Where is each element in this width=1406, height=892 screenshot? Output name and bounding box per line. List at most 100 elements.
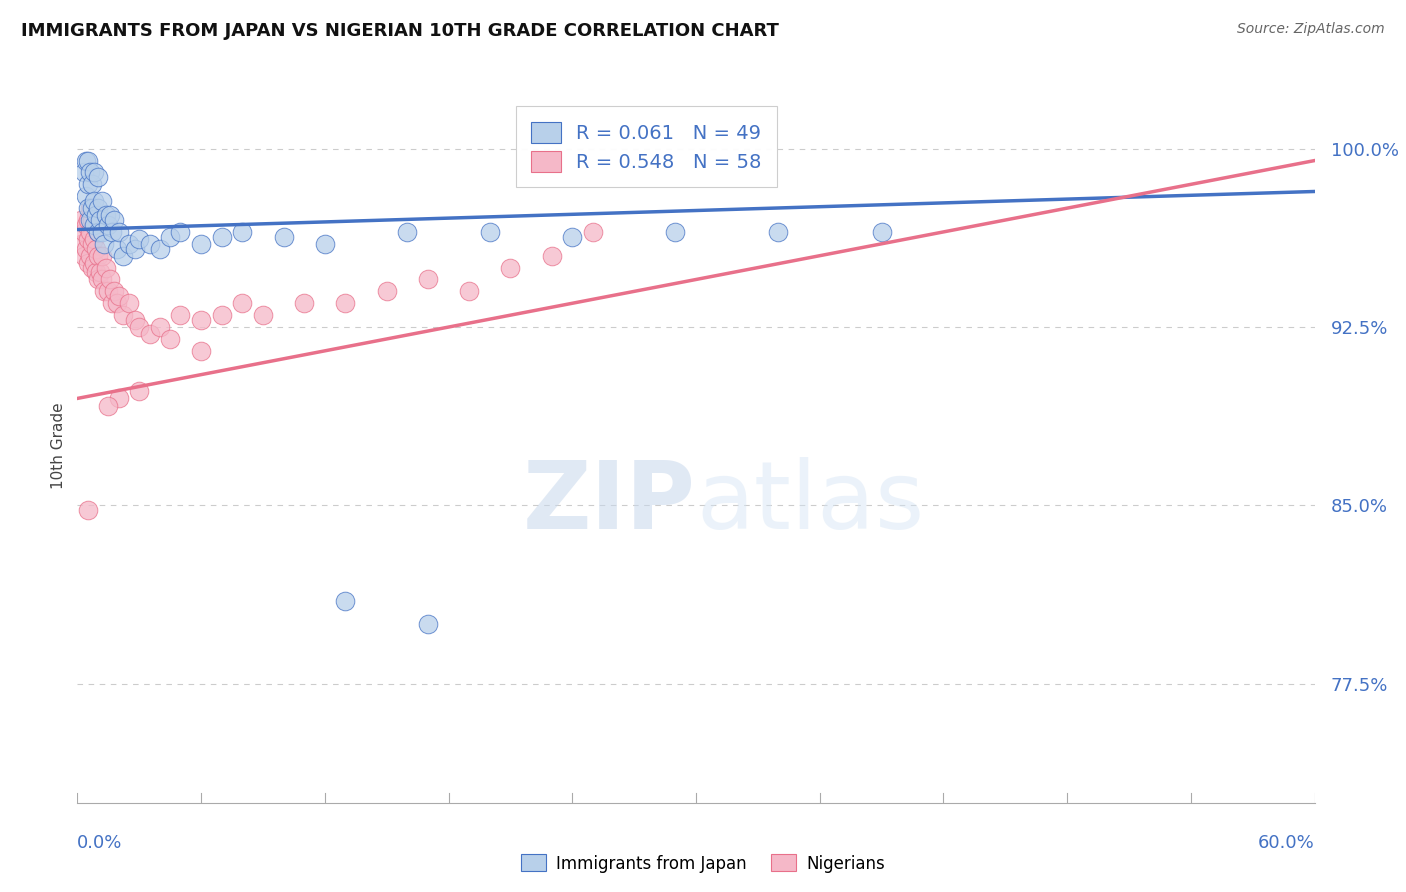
Text: 60.0%: 60.0% — [1258, 834, 1315, 852]
Point — [97, 285, 120, 299]
Point — [79, 249, 101, 263]
Y-axis label: 10th Grade: 10th Grade — [51, 402, 66, 490]
Point — [91, 194, 114, 208]
Point — [76, 153, 98, 168]
Point — [83, 165, 105, 179]
Point — [83, 194, 105, 208]
Point — [87, 272, 110, 286]
Point — [70, 213, 93, 227]
Legend: Immigrants from Japan, Nigerians: Immigrants from Japan, Nigerians — [515, 847, 891, 880]
Point — [231, 296, 253, 310]
Point — [91, 272, 114, 286]
Point — [84, 242, 107, 256]
Point — [76, 213, 98, 227]
Point — [75, 218, 97, 232]
Point — [111, 249, 134, 263]
Point — [169, 225, 191, 239]
Point — [76, 256, 98, 270]
Point — [396, 225, 419, 239]
Point — [870, 225, 893, 239]
Point — [80, 201, 103, 215]
Text: Source: ZipAtlas.com: Source: ZipAtlas.com — [1237, 22, 1385, 37]
Point — [89, 265, 111, 279]
Point — [107, 392, 129, 406]
Point — [128, 384, 150, 399]
Point — [335, 296, 357, 310]
Point — [768, 225, 790, 239]
Point — [83, 256, 105, 270]
Point — [93, 236, 115, 251]
Point — [561, 229, 583, 244]
Point — [159, 229, 181, 244]
Text: ZIP: ZIP — [523, 457, 696, 549]
Point — [252, 308, 274, 322]
Point — [118, 296, 141, 310]
Point — [149, 320, 172, 334]
Point — [128, 232, 150, 246]
Point — [231, 225, 253, 239]
Point — [80, 213, 103, 227]
Point — [79, 213, 101, 227]
Point — [375, 285, 398, 299]
Point — [124, 313, 146, 327]
Point — [76, 503, 98, 517]
Point — [499, 260, 522, 275]
Text: IMMIGRANTS FROM JAPAN VS NIGERIAN 10TH GRADE CORRELATION CHART: IMMIGRANTS FROM JAPAN VS NIGERIAN 10TH G… — [21, 22, 779, 40]
Point — [169, 308, 191, 322]
Point — [87, 225, 110, 239]
Point — [72, 165, 94, 179]
Point — [314, 236, 336, 251]
Point — [91, 225, 114, 239]
Point — [107, 225, 129, 239]
Point — [190, 343, 212, 358]
Point — [87, 170, 110, 185]
Point — [97, 218, 120, 232]
Point — [96, 208, 118, 222]
Point — [416, 272, 439, 286]
Point — [84, 208, 107, 222]
Point — [83, 232, 105, 246]
Text: 0.0%: 0.0% — [77, 834, 122, 852]
Point — [273, 229, 295, 244]
Point — [105, 296, 128, 310]
Point — [89, 213, 111, 227]
Point — [98, 208, 121, 222]
Point — [292, 296, 315, 310]
Point — [91, 249, 114, 263]
Point — [458, 285, 481, 299]
Point — [138, 236, 160, 251]
Point — [416, 617, 439, 632]
Point — [97, 399, 120, 413]
Point — [87, 249, 110, 263]
Point — [75, 153, 97, 168]
Point — [128, 320, 150, 334]
Point — [80, 178, 103, 192]
Point — [111, 308, 134, 322]
Point — [72, 225, 94, 239]
Point — [190, 236, 212, 251]
Point — [79, 165, 101, 179]
Point — [211, 308, 233, 322]
Point — [76, 232, 98, 246]
Point — [79, 225, 101, 239]
Point — [103, 285, 125, 299]
Point — [93, 285, 115, 299]
Point — [478, 225, 501, 239]
Legend: R = 0.061   N = 49, R = 0.548   N = 58: R = 0.061 N = 49, R = 0.548 N = 58 — [516, 106, 778, 187]
Point — [540, 249, 562, 263]
Point — [87, 201, 110, 215]
Point — [582, 225, 605, 239]
Point — [79, 201, 101, 215]
Point — [98, 272, 121, 286]
Point — [72, 249, 94, 263]
Point — [75, 189, 97, 203]
Text: atlas: atlas — [696, 457, 924, 549]
Point — [103, 213, 125, 227]
Point — [84, 265, 107, 279]
Point — [105, 242, 128, 256]
Point — [118, 236, 141, 251]
Point — [75, 242, 97, 256]
Point — [159, 332, 181, 346]
Point — [211, 229, 233, 244]
Point — [76, 178, 98, 192]
